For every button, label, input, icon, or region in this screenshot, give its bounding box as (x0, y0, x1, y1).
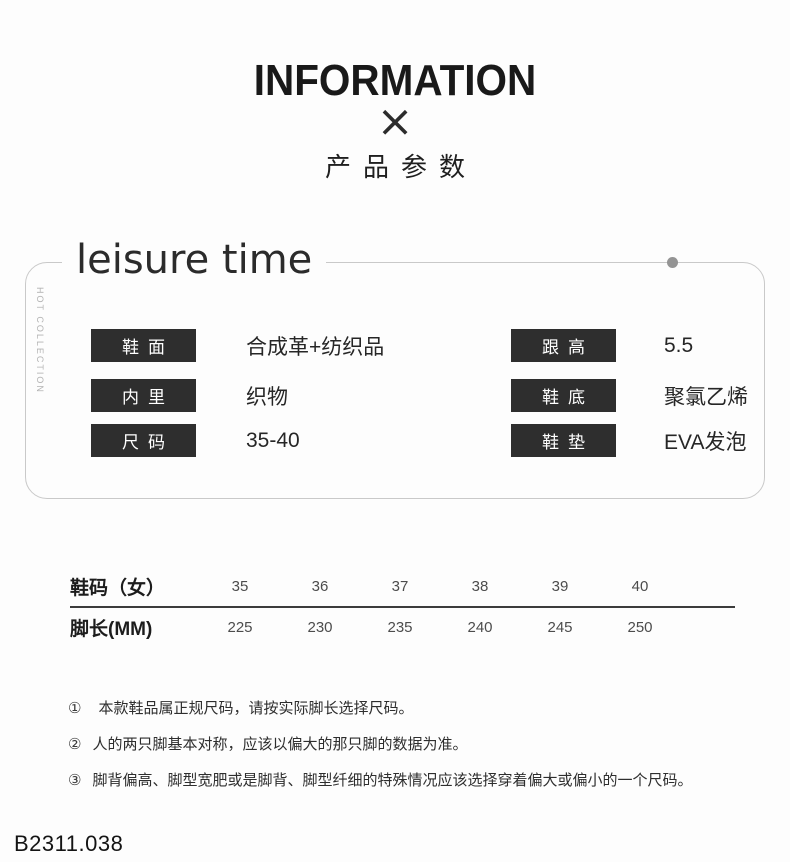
size-table-row-foot-length: 脚长(MM) 225 230 235 240 245 250 (70, 608, 735, 647)
size-cell: 240 (467, 619, 493, 636)
size-cell: 39 (551, 578, 569, 595)
row-header: 鞋码（女） (70, 578, 166, 599)
side-watermark: HOT COLLECTION (35, 287, 45, 394)
card-heading: leisure time (62, 234, 327, 286)
spec-value: 合成革+纺织品 (246, 335, 385, 359)
spec-row-size: 尺码 35-40 (91, 424, 300, 457)
spec-value: EVA发泡 (664, 430, 747, 454)
size-cell: 225 (227, 619, 253, 636)
spec-row-sole: 鞋底 聚氯乙烯 (511, 379, 748, 412)
note-item: ② 人的两只脚基本对称，应该以偏大的那只脚的数据为准。 (68, 735, 738, 754)
row-header: 脚长(MM) (70, 619, 153, 640)
note-item: ③ 脚背偏高、脚型宽肥或是脚背、脚型纤细的特殊情况应该选择穿着偏大或偏小的一个尺… (68, 771, 738, 790)
spec-card: leisure time HOT COLLECTION 鞋面 合成革+纺织品 内… (25, 234, 765, 499)
size-cell: 38 (471, 578, 489, 595)
size-cell: 245 (547, 619, 573, 636)
note-item: ① 本款鞋品属正规尺码，请按实际脚长选择尺码。 (68, 699, 738, 718)
spec-value: 35-40 (246, 428, 300, 452)
note-text: 本款鞋品属正规尺码，请按实际脚长选择尺码。 (98, 700, 414, 717)
note-number-icon: ③ (68, 771, 82, 789)
size-cell: 37 (391, 578, 409, 595)
spec-value: 聚氯乙烯 (664, 385, 748, 409)
spec-label: 鞋垫 (511, 424, 616, 457)
size-table: 鞋码（女） 35 36 37 38 39 40 脚长(MM) 225 230 2… (70, 567, 735, 647)
note-text: 脚背偏高、脚型宽肥或是脚背、脚型纤细的特殊情况应该选择穿着偏大或偏小的一个尺码。 (92, 772, 693, 789)
accent-dot-icon (667, 257, 678, 268)
size-cell: 35 (231, 578, 249, 595)
size-cell: 40 (631, 578, 649, 595)
size-table-row-shoe-size: 鞋码（女） 35 36 37 38 39 40 (70, 567, 735, 608)
size-cell: 250 (627, 619, 653, 636)
x-divider-icon: × (376, 96, 414, 147)
page-title: INFORMATION (253, 56, 537, 105)
page-subtitle: 产品参数 (324, 152, 477, 182)
note-text: 人的两只脚基本对称，应该以偏大的那只脚的数据为准。 (92, 736, 468, 753)
spec-label: 尺码 (91, 424, 196, 457)
sizing-notes: ① 本款鞋品属正规尺码，请按实际脚长选择尺码。 ② 人的两只脚基本对称，应该以偏… (68, 699, 738, 807)
size-cell: 230 (307, 619, 333, 636)
spec-label: 鞋面 (91, 329, 196, 362)
spec-label: 鞋底 (511, 379, 616, 412)
note-number-icon: ② (68, 735, 82, 753)
spec-value: 织物 (246, 385, 288, 409)
spec-row-lining: 内里 织物 (91, 379, 288, 412)
size-cell: 36 (311, 578, 329, 595)
note-number-icon: ① (68, 699, 82, 717)
spec-row-insole: 鞋垫 EVA发泡 (511, 424, 746, 457)
spec-value: 5.5 (664, 333, 694, 357)
spec-label: 内里 (91, 379, 196, 412)
size-cell: 235 (387, 619, 413, 636)
product-code: B2311.038 (14, 831, 124, 856)
spec-row-heel-height: 跟高 5.5 (511, 329, 693, 362)
spec-row-upper: 鞋面 合成革+纺织品 (91, 329, 384, 362)
spec-label: 跟高 (511, 329, 616, 362)
